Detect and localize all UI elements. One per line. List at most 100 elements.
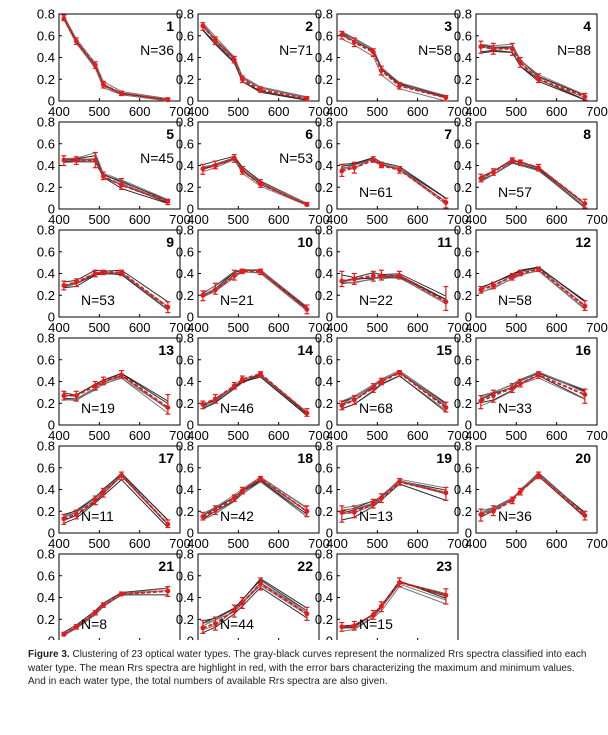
y-tick-label: 0.8 <box>37 439 55 454</box>
y-tick-label: 0.6 <box>37 244 55 259</box>
member-curve <box>202 374 308 415</box>
panel-number: 10 <box>297 234 313 250</box>
mean-curve <box>341 33 447 99</box>
y-tick-label: 0.6 <box>454 460 472 475</box>
y-tick-label: 0.6 <box>176 244 194 259</box>
mean-marker <box>582 392 588 397</box>
x-tick-label: 600 <box>407 428 429 443</box>
member-curve <box>63 269 169 303</box>
mean-marker <box>339 168 345 174</box>
mean-marker <box>258 87 263 93</box>
mean-curve <box>63 159 169 203</box>
y-tick-label: 0.8 <box>176 223 194 238</box>
mean-marker <box>258 580 263 586</box>
mean-curve <box>202 372 308 414</box>
panel-3: 0 0.2 0.4 0.6 0.8 400 500 600 700 3 N=58 <box>315 7 469 120</box>
x-tick-label: 700 <box>308 212 330 227</box>
y-tick-label: 0.4 <box>37 266 55 281</box>
panel-count-label: N=58 <box>418 42 452 58</box>
x-tick-label: 500 <box>88 320 110 335</box>
y-tick-label: 0.2 <box>176 288 194 303</box>
mean-marker <box>370 612 376 618</box>
member-curve <box>202 373 308 413</box>
y-tick-label: 0.2 <box>454 180 472 195</box>
panel-count-label: N=71 <box>279 42 313 58</box>
mean-marker <box>100 602 106 608</box>
y-tick-label: 0.4 <box>37 482 55 497</box>
mean-marker <box>378 495 384 501</box>
y-tick-label: 0.6 <box>315 136 333 151</box>
mean-marker <box>239 488 245 493</box>
panel-18: 0 0.2 0.4 0.6 0.8 400 500 600 700 18 N=42 <box>176 439 330 552</box>
panel-1: 0 0.2 0.4 0.6 0.8 400 500 600 700 1 N=36 <box>37 7 191 120</box>
member-curve <box>480 473 586 515</box>
member-curve <box>341 583 447 629</box>
y-tick-label: 0.8 <box>315 115 333 130</box>
mean-marker <box>165 304 171 310</box>
panel-number: 20 <box>575 450 591 466</box>
mean-curve <box>480 159 586 205</box>
mean-marker <box>351 276 357 282</box>
mean-marker <box>304 96 310 102</box>
x-tick-label: 600 <box>268 104 290 119</box>
mean-marker <box>73 393 79 399</box>
panel-number: 16 <box>575 342 591 358</box>
x-tick-label: 500 <box>505 320 527 335</box>
x-tick-label: 400 <box>465 104 487 119</box>
member-curve <box>341 478 446 509</box>
mean-marker <box>200 23 206 29</box>
y-tick-label: 0.8 <box>176 331 194 346</box>
mean-marker <box>61 283 67 288</box>
panel-20: 0 0.2 0.4 0.6 0.8 400 500 600 700 20 N=36 <box>454 439 608 552</box>
panel-number: 3 <box>444 18 452 34</box>
x-tick-label: 600 <box>268 428 290 443</box>
mean-marker <box>490 169 496 175</box>
y-tick-label: 0.6 <box>454 352 472 367</box>
panel-number: 23 <box>436 558 452 574</box>
y-tick-label: 0 <box>465 418 472 433</box>
mean-marker <box>73 157 79 163</box>
y-tick-label: 0 <box>48 526 55 541</box>
x-tick-label: 400 <box>187 104 209 119</box>
y-tick-label: 0.8 <box>37 547 55 562</box>
y-tick-label: 0.8 <box>37 115 55 130</box>
mean-marker <box>378 603 384 609</box>
y-tick-label: 0.2 <box>37 72 55 87</box>
mean-marker <box>478 44 484 50</box>
mean-curve <box>202 25 308 100</box>
y-tick-label: 0.8 <box>176 7 194 22</box>
member-curve <box>202 375 308 416</box>
panel-count-label: N=19 <box>81 400 115 416</box>
x-tick-label: 500 <box>227 428 249 443</box>
panel-number: 4 <box>583 18 591 34</box>
x-tick-label: 400 <box>187 428 209 443</box>
panel-number: 14 <box>297 342 313 358</box>
mean-marker <box>212 287 218 293</box>
mean-marker <box>397 579 402 585</box>
y-tick-label: 0.2 <box>37 288 55 303</box>
y-tick-label: 0 <box>326 634 333 641</box>
mean-marker <box>443 490 449 496</box>
y-tick-label: 0 <box>465 310 472 325</box>
x-tick-label: 500 <box>366 536 388 551</box>
x-tick-label: 700 <box>586 428 608 443</box>
x-tick-label: 700 <box>169 320 191 335</box>
y-tick-label: 0.2 <box>176 72 194 87</box>
member-curve <box>202 375 308 416</box>
y-tick-label: 0.6 <box>37 352 55 367</box>
panel-5: 0 0.2 0.4 0.6 0.8 400 500 600 700 5 N=45 <box>37 115 191 228</box>
y-tick-label: 0.4 <box>454 482 472 497</box>
member-curve <box>341 371 447 406</box>
member-curve <box>341 272 447 297</box>
member-curve <box>341 370 447 404</box>
mean-marker <box>100 270 106 275</box>
panel-2: 0 0.2 0.4 0.6 0.8 400 500 600 700 2 N=71 <box>176 7 330 120</box>
panel-number: 9 <box>166 234 174 250</box>
mean-marker <box>200 625 206 631</box>
y-tick-label: 0.2 <box>315 72 333 87</box>
x-tick-label: 700 <box>586 104 608 119</box>
y-tick-label: 0.4 <box>176 374 194 389</box>
x-tick-label: 600 <box>129 212 151 227</box>
panel-4: 0 0.2 0.4 0.6 0.8 400 500 600 700 4 N=88 <box>454 7 608 120</box>
mean-marker <box>212 163 218 168</box>
